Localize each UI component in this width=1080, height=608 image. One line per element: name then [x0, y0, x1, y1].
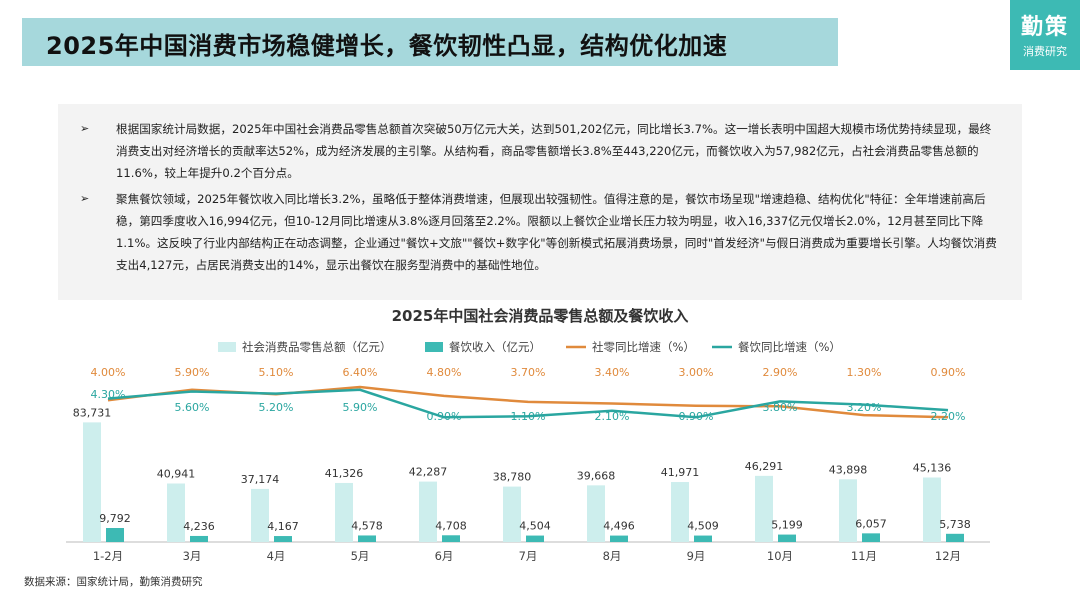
chart-title: 2025年中国社会消费品零售总额及餐饮收入 — [391, 307, 689, 325]
legend-swatch-1 — [218, 342, 236, 352]
bar-food-11 — [946, 533, 964, 542]
bar-food-label-9: 5,199 — [771, 519, 803, 532]
retail-growth-label-7: 3.40% — [595, 366, 630, 379]
retail-growth-label-8: 3.00% — [679, 366, 714, 379]
bar-food-label-7: 4,496 — [603, 520, 635, 533]
logo-main-text: 勤策 — [1020, 15, 1069, 40]
legend-label-4: 餐饮同比增速（%） — [738, 340, 841, 354]
x-tick-label-3: 4月 — [267, 549, 286, 563]
bar-food-4 — [358, 535, 376, 542]
bullet-arrow-icon: ➢ — [80, 122, 90, 135]
bar-retail-label-6: 38,780 — [493, 471, 532, 484]
bar-retail-3 — [251, 488, 269, 542]
bar-food-1 — [106, 528, 124, 542]
bar-retail-label-3: 37,174 — [241, 473, 280, 486]
bar-food-label-11: 5,738 — [939, 518, 971, 531]
x-tick-label-4: 5月 — [351, 549, 370, 563]
retail-growth-label-9: 2.90% — [763, 366, 798, 379]
legend-label-3: 社零同比增速（%） — [592, 340, 695, 354]
bar-food-9 — [778, 534, 796, 542]
bar-retail-label-4: 41,326 — [325, 467, 364, 480]
bar-retail-7 — [587, 485, 605, 542]
food-growth-label-5: 0.90% — [427, 410, 462, 423]
bar-retail-4 — [335, 482, 353, 542]
food-growth-label-2: 5.60% — [175, 401, 210, 414]
bar-retail-label-7: 39,668 — [577, 469, 616, 482]
bar-food-8 — [694, 535, 712, 542]
bar-food-label-2: 4,236 — [183, 520, 215, 533]
bar-food-6 — [526, 535, 544, 542]
bar-food-label-6: 4,504 — [519, 520, 551, 533]
bar-retail-11 — [923, 477, 941, 542]
food-growth-label-6: 1.10% — [511, 410, 546, 423]
bar-food-5 — [442, 535, 460, 542]
legend-swatch-2 — [425, 342, 443, 352]
retail-growth-label-1: 4.00% — [91, 366, 126, 379]
bar-retail-label-11: 45,136 — [913, 462, 952, 475]
bar-retail-1 — [83, 422, 101, 542]
bar-food-label-1: 9,792 — [99, 512, 131, 525]
bar-retail-label-5: 42,287 — [409, 466, 448, 479]
bar-retail-6 — [503, 486, 521, 542]
x-tick-label-1: 1-2月 — [93, 549, 123, 563]
bar-food-10 — [862, 533, 880, 542]
bar-retail-10 — [839, 479, 857, 542]
food-growth-label-11: 2.20% — [931, 410, 966, 423]
summary-paragraph-2: ➢ 聚焦餐饮领域，2025年餐饮收入同比增长3.2%，虽略低于整体消费增速，但展… — [80, 188, 1002, 276]
bar-retail-5 — [419, 481, 437, 542]
x-tick-label-7: 8月 — [603, 549, 622, 563]
summary-box: ➢ 根据国家统计局数据，2025年中国社会消费品零售总额首次突破50万亿元大关，… — [58, 104, 1022, 300]
retail-growth-label-2: 5.90% — [175, 366, 210, 379]
bar-retail-label-1: 83,731 — [73, 406, 112, 419]
bar-retail-2 — [167, 483, 185, 542]
bar-food-7 — [610, 535, 628, 542]
bar-food-label-4: 4,578 — [351, 519, 383, 532]
bullet-arrow-icon: ➢ — [80, 192, 90, 205]
food-growth-label-8: 0.90% — [679, 410, 714, 423]
food-growth-label-3: 5.20% — [259, 401, 294, 414]
x-tick-label-11: 12月 — [935, 549, 961, 563]
bar-food-label-5: 4,708 — [435, 519, 467, 532]
legend-label-1: 社会消费品零售总额（亿元） — [242, 340, 392, 354]
bar-retail-9 — [755, 475, 773, 542]
logo-sub-text: 消费研究 — [1023, 45, 1067, 58]
x-tick-label-10: 11月 — [851, 549, 877, 563]
x-tick-label-8: 9月 — [687, 549, 706, 563]
bar-retail-label-2: 40,941 — [157, 468, 196, 481]
retail-growth-label-11: 0.90% — [931, 366, 966, 379]
retail-growth-label-3: 5.10% — [259, 366, 294, 379]
bar-food-label-8: 4,509 — [687, 520, 719, 533]
retail-growth-label-4: 6.40% — [343, 366, 378, 379]
retail-growth-label-6: 3.70% — [511, 366, 546, 379]
bar-retail-label-10: 43,898 — [829, 463, 868, 476]
legend-label-2: 餐饮收入（亿元） — [449, 340, 541, 354]
x-tick-label-2: 3月 — [183, 549, 202, 563]
retail-growth-label-5: 4.80% — [427, 366, 462, 379]
page-title: 2025年中国消费市场稳健增长，餐饮韧性凸显，结构优化加速 — [46, 32, 728, 60]
data-source-note: 数据来源：国家统计局，勤策消费研究 — [24, 576, 203, 588]
retail-growth-label-10: 1.30% — [847, 366, 882, 379]
bar-food-2 — [190, 535, 208, 542]
food-growth-label-4: 5.90% — [343, 401, 378, 414]
x-tick-label-6: 7月 — [519, 549, 538, 563]
bar-retail-label-8: 41,971 — [661, 466, 700, 479]
paragraph-text: 聚焦餐饮领域，2025年餐饮收入同比增长3.2%，虽略低于整体消费增速，但展现出… — [116, 192, 997, 272]
food-growth-label-10: 3.20% — [847, 401, 882, 414]
line-food-growth — [107, 388, 949, 419]
brand-logo: 勤策 消费研究 — [1010, 0, 1080, 70]
food-growth-label-9: 3.80% — [763, 401, 798, 414]
bar-food-label-10: 6,057 — [855, 517, 887, 530]
x-tick-label-5: 6月 — [435, 549, 454, 563]
food-growth-label-1: 4.30% — [91, 388, 126, 401]
bar-food-label-3: 4,167 — [267, 520, 299, 533]
bar-food-3 — [274, 536, 292, 542]
summary-paragraph-1: ➢ 根据国家统计局数据，2025年中国社会消费品零售总额首次突破50万亿元大关，… — [80, 118, 1002, 184]
bar-retail-label-9: 46,291 — [745, 460, 784, 473]
food-growth-label-7: 2.10% — [595, 410, 630, 423]
paragraph-text: 根据国家统计局数据，2025年中国社会消费品零售总额首次突破50万亿元大关，达到… — [116, 122, 992, 180]
bar-retail-8 — [671, 482, 689, 542]
title-banner: 2025年中国消费市场稳健增长，餐饮韧性凸显，结构优化加速 — [22, 18, 838, 66]
x-tick-label-9: 10月 — [767, 549, 793, 563]
